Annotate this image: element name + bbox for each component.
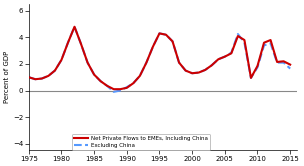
Excluding China [66,42,70,44]
Net Private Flows to EMEs, Including China [151,46,155,48]
Net Private Flows to EMEs, Including China [27,76,31,78]
Excluding China [86,62,89,64]
Net Private Flows to EMEs, Including China [171,40,174,42]
Net Private Flows to EMEs, Including China [119,88,122,90]
Excluding China [158,32,161,34]
Net Private Flows to EMEs, Including China [40,78,44,80]
Net Private Flows to EMEs, Including China [145,62,148,64]
Net Private Flows to EMEs, Including China [47,75,50,77]
Net Private Flows to EMEs, Including China [132,82,135,84]
Net Private Flows to EMEs, Including China [105,85,109,87]
Net Private Flows to EMEs, Including China [210,64,214,66]
Excluding China [171,40,174,42]
Excluding China [230,52,233,54]
Net Private Flows to EMEs, Including China [33,78,37,80]
Net Private Flows to EMEs, Including China [112,88,116,90]
Excluding China [190,72,194,74]
Net Private Flows to EMEs, Including China [249,77,253,79]
Excluding China [33,78,37,80]
Net Private Flows to EMEs, Including China [60,59,63,61]
Net Private Flows to EMEs, Including China [243,39,246,41]
Net Private Flows to EMEs, Including China [288,64,292,66]
Excluding China [197,72,201,74]
Net Private Flows to EMEs, Including China [79,43,83,45]
Excluding China [275,62,279,64]
Excluding China [125,86,129,88]
Net Private Flows to EMEs, Including China [66,42,70,44]
Excluding China [27,76,31,78]
Excluding China [249,77,253,79]
Excluding China [184,70,188,72]
Net Private Flows to EMEs, Including China [230,52,233,54]
Excluding China [132,82,135,84]
Net Private Flows to EMEs, Including China [275,61,279,63]
Excluding China [223,56,227,58]
Line: Excluding China: Excluding China [29,27,290,92]
Excluding China [164,34,168,36]
Net Private Flows to EMEs, Including China [177,62,181,64]
Net Private Flows to EMEs, Including China [125,87,129,89]
Net Private Flows to EMEs, Including China [99,80,102,82]
Net Private Flows to EMEs, Including China [53,70,57,72]
Excluding China [243,42,246,44]
Excluding China [99,80,102,82]
Excluding China [236,33,240,35]
Excluding China [256,66,259,68]
Excluding China [210,64,214,66]
Line: Net Private Flows to EMEs, Including China: Net Private Flows to EMEs, Including Chi… [29,27,290,89]
Excluding China [79,43,83,45]
Net Private Flows to EMEs, Including China [197,72,201,74]
Net Private Flows to EMEs, Including China [158,32,161,34]
Excluding China [269,42,272,44]
Net Private Flows to EMEs, Including China [282,60,285,62]
Excluding China [288,68,292,70]
Excluding China [177,62,181,64]
Excluding China [105,85,109,87]
Net Private Flows to EMEs, Including China [190,72,194,74]
Excluding China [282,62,285,64]
Net Private Flows to EMEs, Including China [223,56,227,58]
Excluding China [145,62,148,64]
Net Private Flows to EMEs, Including China [184,70,188,72]
Net Private Flows to EMEs, Including China [269,39,272,41]
Excluding China [138,75,142,77]
Net Private Flows to EMEs, Including China [164,34,168,36]
Excluding China [60,59,63,61]
Net Private Flows to EMEs, Including China [262,42,266,44]
Excluding China [40,78,44,80]
Excluding China [53,70,57,72]
Net Private Flows to EMEs, Including China [216,58,220,60]
Excluding China [73,26,76,28]
Excluding China [216,58,220,60]
Excluding China [203,69,207,71]
Excluding China [47,75,50,77]
Excluding China [151,46,155,48]
Net Private Flows to EMEs, Including China [92,74,96,76]
Net Private Flows to EMEs, Including China [73,26,76,28]
Y-axis label: Percent of GDP: Percent of GDP [4,51,10,103]
Excluding China [112,91,116,93]
Net Private Flows to EMEs, Including China [203,69,207,71]
Net Private Flows to EMEs, Including China [256,65,259,67]
Net Private Flows to EMEs, Including China [138,75,142,77]
Excluding China [119,89,122,91]
Net Private Flows to EMEs, Including China [86,62,89,64]
Net Private Flows to EMEs, Including China [236,35,240,37]
Excluding China [262,44,266,46]
Excluding China [92,74,96,76]
Legend: Net Private Flows to EMEs, Including China, Excluding China: Net Private Flows to EMEs, Including Chi… [72,134,210,150]
